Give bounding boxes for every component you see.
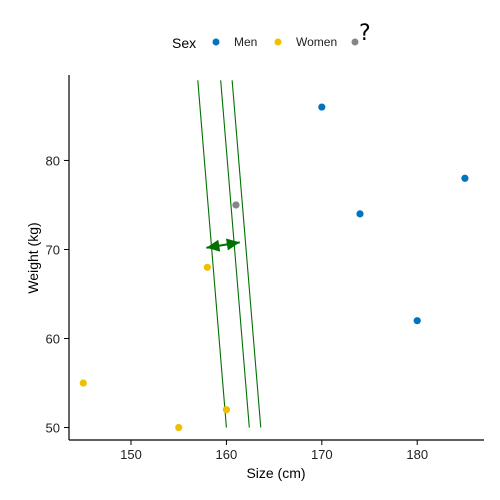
margin-arrow-head-right [225, 238, 240, 251]
separator-line [231, 80, 262, 428]
x-tick-label: 170 [311, 447, 333, 462]
y-axis-title: Weight (kg) [25, 222, 41, 293]
legend-label-men: Men [234, 35, 257, 49]
x-axis-title: Size (cm) [246, 465, 305, 481]
y-tick-label: 70 [46, 242, 60, 257]
separator-line [197, 80, 227, 428]
unknown-class-question-mark: ? [359, 21, 371, 46]
point-men [413, 317, 421, 325]
x-tick-label: 180 [406, 447, 428, 462]
legend-label-women: Women [296, 35, 337, 49]
point-men [356, 210, 364, 218]
point-women [79, 379, 87, 387]
x-tick-label: 150 [120, 447, 142, 462]
point-men [318, 103, 326, 111]
y-tick-label: 60 [46, 332, 60, 347]
legend-marker-men [212, 38, 220, 46]
separator-line [220, 80, 250, 428]
point-women [175, 423, 183, 432]
legend-title: Sex [172, 35, 196, 51]
y-axis-ticks: 50 60 70 80 [46, 153, 69, 436]
legend-marker-women [274, 38, 282, 46]
legend: Sex Men Women ? [172, 21, 371, 51]
point-men [461, 174, 469, 182]
x-tick-label: 160 [216, 447, 238, 462]
x-axis-ticks: 150 160 170 180 [120, 440, 428, 462]
legend-marker-unknown [351, 38, 359, 46]
point-women [203, 263, 211, 271]
point-unknown [232, 201, 240, 209]
data-points [79, 103, 469, 432]
y-tick-label: 80 [46, 153, 60, 168]
y-tick-label: 50 [46, 421, 60, 436]
margin-arrow-head-left [206, 239, 221, 252]
separator-annotations [197, 80, 262, 428]
point-women [222, 406, 231, 414]
